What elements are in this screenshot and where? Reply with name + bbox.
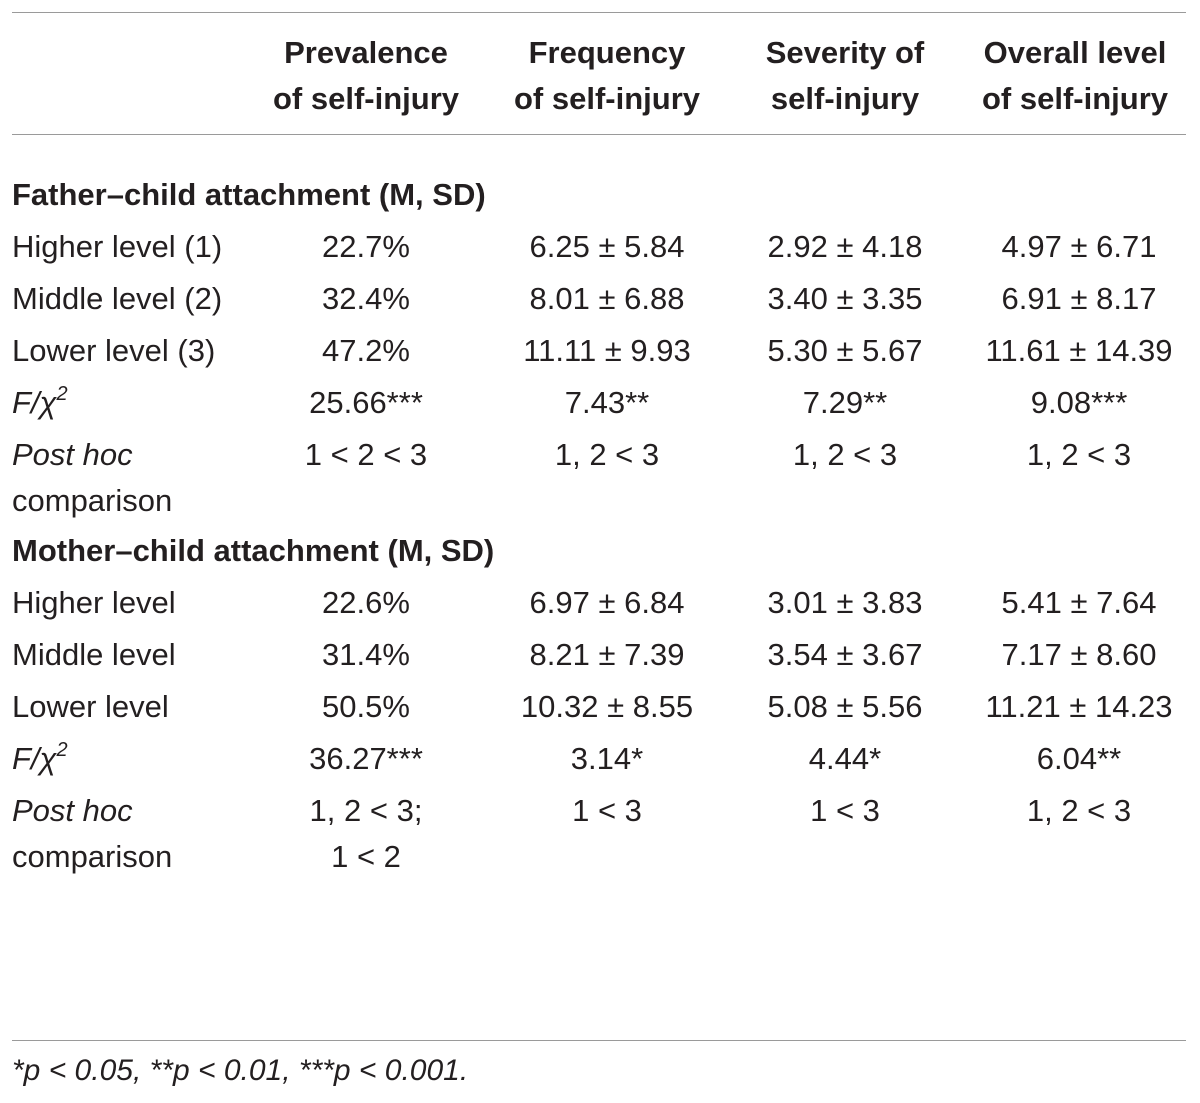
header-row: Prevalence of self-injury Frequency of s… [12,12,1186,144]
top-rule [12,12,1186,13]
cell-prevalence: 36.27*** [309,741,423,776]
cell-overall: 9.08*** [1030,385,1128,420]
cell-frequency: 6.25 ± 5.84 [529,229,685,264]
table-row: Middle level (2) 32.4% 8.01 ± 6.88 3.40 … [12,270,1186,322]
stat-label: F/χ2 [12,374,244,426]
cell-frequency: 1 < 3 [572,793,642,828]
cell-prevalence: 31.4% [322,637,410,672]
section-father: Father–child attachment (M, SD) [12,144,1186,218]
cell-frequency: 7.43** [564,385,650,420]
cell-prevalence: 50.5% [322,689,410,724]
cell-prevalence: 25.66*** [309,385,423,420]
row-label: Middle level [12,637,176,672]
posthoc-label-italic: Post hoc [12,437,133,472]
cell-frequency: 3.14* [570,741,644,776]
cell-prevalence: 47.2% [322,333,410,368]
cell-overall: 1, 2 < 3 [1026,437,1132,472]
section-father-title: Father–child attachment (M, SD) [12,177,486,212]
stat-label-sup: 2 [56,738,68,761]
cell-severity: 3.40 ± 3.35 [767,281,923,316]
results-table: Prevalence of self-injury Frequency of s… [12,12,1186,880]
header-frequency: Frequency of self-injury [488,12,726,144]
cell-prevalence: 22.6% [322,585,410,620]
posthoc-label: Post hoc comparison [12,426,244,524]
header-prevalence-line2: of self-injury [272,81,459,116]
header-corner [12,12,244,144]
section-mother-title: Mother–child attachment (M, SD) [12,533,495,568]
header-severity-line1: Severity of [765,35,925,70]
posthoc-row: Post hoc comparison 1, 2 < 3; 1 < 2 1 < 3 … [12,782,1186,880]
cell-frequency: 10.32 ± 8.55 [520,689,694,724]
stat-label-sup: 2 [56,382,68,405]
cell-prevalence: 1, 2 < 3; 1 < 2 [244,782,488,880]
cell-severity: 3.01 ± 3.83 [767,585,923,620]
header-overall-line1: Overall level [983,35,1167,70]
header-severity: Severity of self-injury [726,12,964,144]
cell-severity: 2.92 ± 4.18 [767,229,923,264]
table-row: Lower level 50.5% 10.32 ± 8.55 5.08 ± 5.… [12,678,1186,730]
stat-row: F/χ2 25.66*** 7.43** 7.29** 9.08*** [12,374,1186,426]
section-mother: Mother–child attachment (M, SD) [12,524,1186,574]
footnote: *p < 0.05, **p < 0.01, ***p < 0.001. [12,1054,469,1087]
posthoc-label-rest: comparison [12,483,173,518]
row-label: Lower level (3) [12,333,216,368]
stat-label: F/χ2 [12,730,244,782]
cell-frequency: 6.97 ± 6.84 [529,585,685,620]
cell-prevalence: 1 < 2 < 3 [304,437,428,472]
cell-severity: 5.08 ± 5.56 [767,689,923,724]
cell-overall: 11.61 ± 14.39 [985,333,1173,368]
stat-row: F/χ2 36.27*** 3.14* 4.44* 6.04** [12,730,1186,782]
header-prevalence-line1: Prevalence [284,35,448,70]
header-rule [12,134,1186,135]
cell-severity: 1 < 3 [810,793,880,828]
posthoc-label: Post hoc comparison [12,782,244,880]
cell-frequency: 8.01 ± 6.88 [529,281,685,316]
header-overall-line2: of self-injury [981,81,1168,116]
cell-overall: 6.91 ± 8.17 [1001,281,1157,316]
cell-severity: 5.30 ± 5.67 [767,333,923,368]
stat-label-main: F/χ [12,741,57,776]
row-label: Higher level (1) [12,229,223,264]
cell-overall: 4.97 ± 6.71 [1001,229,1157,264]
cell-frequency: 11.11 ± 9.93 [523,333,691,368]
cell-overall: 11.21 ± 14.23 [985,689,1173,724]
header-overall: Overall level of self-injury [964,12,1186,144]
cell-severity: 1, 2 < 3 [792,437,898,472]
cell-prevalence: 22.7% [322,229,410,264]
cell-prevalence-line2: 1 < 2 [331,839,401,874]
cell-severity: 3.54 ± 3.67 [767,637,923,672]
cell-frequency: 1, 2 < 3 [554,437,660,472]
posthoc-label-italic: Post hoc [12,793,133,828]
table-row: Higher level (1) 22.7% 6.25 ± 5.84 2.92 … [12,218,1186,270]
cell-frequency: 8.21 ± 7.39 [529,637,685,672]
cell-overall: 6.04** [1036,741,1122,776]
posthoc-label-rest: comparison [12,839,173,874]
cell-prevalence: 32.4% [322,281,410,316]
stat-label-main: F/χ [12,385,57,420]
cell-prevalence-line1: 1, 2 < 3; [309,793,423,828]
row-label: Higher level [12,585,176,620]
header-prevalence: Prevalence of self-injury [244,12,488,144]
row-label: Lower level [12,689,169,724]
cell-overall: 1, 2 < 3 [1026,793,1132,828]
cell-severity: 7.29** [802,385,888,420]
posthoc-row: Post hoc comparison 1 < 2 < 3 1, 2 < 3 1,… [12,426,1186,524]
table-row: Middle level 31.4% 8.21 ± 7.39 3.54 ± 3.… [12,626,1186,678]
header-frequency-line2: of self-injury [513,81,700,116]
cell-overall: 5.41 ± 7.64 [1001,585,1157,620]
table-row: Lower level (3) 47.2% 11.11 ± 9.93 5.30 … [12,322,1186,374]
header-severity-line2: self-injury [770,81,920,116]
cell-overall: 7.17 ± 8.60 [1001,637,1157,672]
header-frequency-line1: Frequency [528,35,686,70]
table-row: Higher level 22.6% 6.97 ± 6.84 3.01 ± 3.… [12,574,1186,626]
bottom-rule [12,1040,1186,1041]
row-label: Middle level (2) [12,281,223,316]
cell-severity: 4.44* [808,741,882,776]
